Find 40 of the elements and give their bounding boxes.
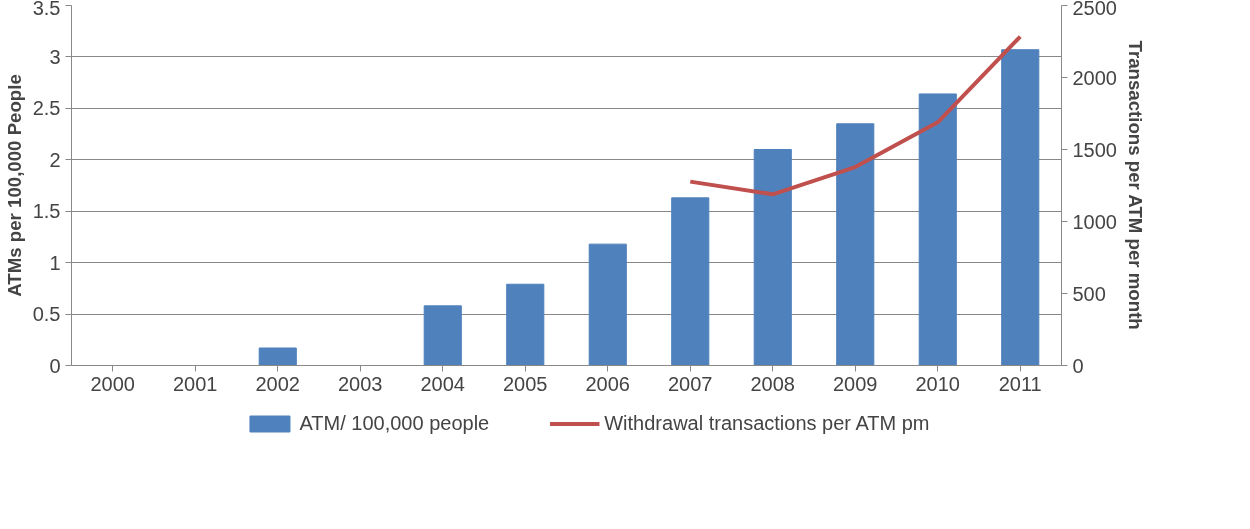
y-tick-label: 2.5 [32,97,61,120]
bar [671,197,710,366]
x-tick-label: 2004 [420,372,465,395]
x-tick-label: 2002 [255,372,300,395]
x-tick-label: 2011 [998,372,1042,395]
x-tick-label: 2010 [915,372,960,395]
x-tick-label: 2005 [503,372,548,395]
legend-label: Withdrawal transactions per ATM pm [604,411,930,435]
x-tick-label: 2003 [338,372,383,395]
bar [506,283,545,366]
x-tick-label: 2001 [173,372,218,395]
bar [918,93,957,366]
y-tick-label: 1.5 [32,200,61,223]
bar [1001,49,1040,366]
y-tick-label: 2 [49,148,61,171]
y-tick-label: 3 [49,45,61,68]
y-tick-label: 0 [49,354,61,377]
x-tick-label: 2000 [90,372,135,395]
y-tick-label: 1 [49,251,61,274]
x-tick-label: 2007 [668,372,713,395]
line-series [688,34,1023,197]
bar [588,243,627,366]
y-tick-label: 3.5 [32,0,61,19]
y2-tick-label: 1500 [1072,138,1117,161]
y2-tick-label: 1000 [1072,210,1117,233]
y2-tick-label: 0 [1072,354,1084,377]
y2-axis-title: Transactions per ATM per month [1124,40,1146,330]
bar [423,305,462,366]
x-tick-label: 2009 [833,372,878,395]
x-tick-label: 2006 [585,372,630,395]
bar [258,347,297,366]
y-tick-label: 0.5 [32,303,61,326]
bar [753,149,792,366]
legend-label: ATM/ 100,000 people [299,411,490,435]
y2-tick-label: 2500 [1072,0,1117,19]
y2-tick-label: 500 [1072,282,1106,305]
y2-tick-label: 2000 [1072,66,1117,89]
x-tick-label: 2008 [750,372,795,395]
y-axis-title: ATMs per 100,000 People [3,74,25,297]
bar [836,123,875,366]
